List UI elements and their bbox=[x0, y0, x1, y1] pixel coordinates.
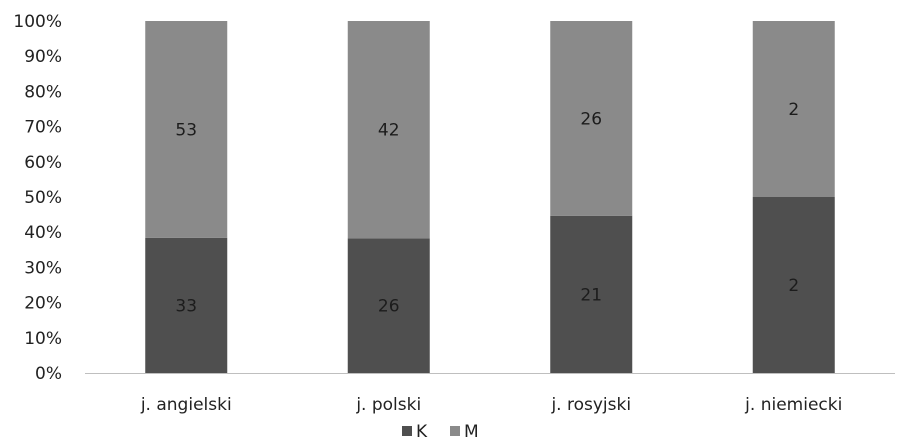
data-label: 33 bbox=[175, 296, 197, 316]
x-category-label: j. angielski bbox=[140, 395, 232, 415]
y-tick-label: 40% bbox=[24, 223, 62, 243]
data-label: 2 bbox=[788, 276, 799, 296]
y-tick-label: 80% bbox=[24, 82, 62, 102]
data-label: 26 bbox=[378, 297, 400, 317]
data-label: 42 bbox=[378, 121, 400, 141]
bars-layer bbox=[145, 21, 835, 373]
legend-label-m: M bbox=[464, 422, 479, 442]
x-category-label: j. polski bbox=[355, 395, 421, 415]
data-label: 2 bbox=[788, 100, 799, 120]
x-category-label: j. niemiecki bbox=[744, 395, 842, 415]
y-tick-label: 10% bbox=[24, 329, 62, 349]
data-label: 53 bbox=[175, 120, 197, 140]
legend-swatch-k bbox=[402, 426, 412, 436]
y-tick-label: 30% bbox=[24, 258, 62, 278]
legend-label-k: K bbox=[416, 422, 428, 442]
labels-layer: 33 53 26 42 21 26 2 2 bbox=[175, 100, 799, 317]
y-tick-label: 60% bbox=[24, 153, 62, 173]
legend-swatch-m bbox=[450, 426, 460, 436]
data-label: 21 bbox=[580, 285, 602, 305]
y-tick-label: 0% bbox=[35, 364, 62, 384]
y-tick-label: 90% bbox=[24, 47, 62, 67]
x-category-label: j. rosyjski bbox=[550, 395, 631, 415]
y-tick-label: 70% bbox=[24, 118, 62, 138]
y-tick-label: 100% bbox=[13, 12, 62, 32]
data-label: 26 bbox=[580, 109, 602, 129]
y-tick-label: 20% bbox=[24, 294, 62, 314]
y-tick-label: 50% bbox=[24, 188, 62, 208]
